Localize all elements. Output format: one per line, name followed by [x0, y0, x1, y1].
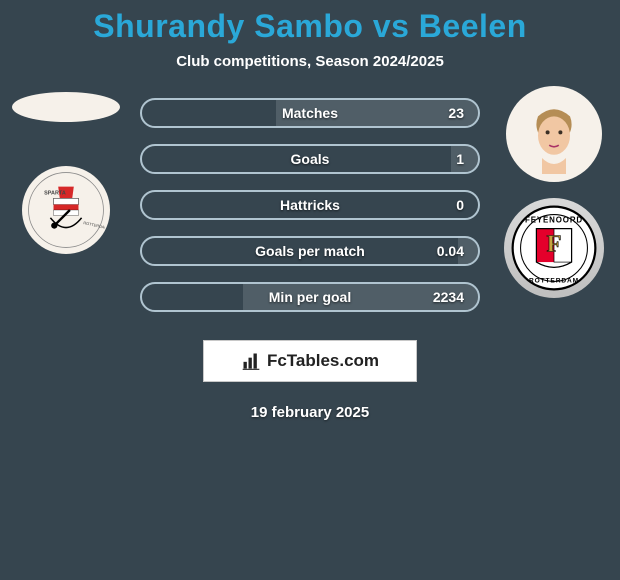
brand-label: FcTables.com	[267, 351, 379, 371]
stat-row-hattricks: Hattricks 0	[140, 190, 480, 220]
stat-row-goals-per-match: Goals per match 0.04	[140, 236, 480, 266]
right-player-avatar	[506, 86, 602, 182]
stat-value-right: 23	[448, 105, 464, 121]
stat-fill-right	[451, 146, 478, 172]
right-club-badge: FEYENOORD ROTTERDAM F	[504, 198, 604, 298]
stat-bars: Matches 23 Goals 1 Hattricks 0	[140, 98, 480, 328]
svg-text:SPARTA: SPARTA	[44, 190, 66, 196]
stat-label: Min per goal	[269, 289, 351, 305]
sparta-logo-icon: ROTTERDAM SPARTA	[27, 171, 105, 249]
page-title: Shurandy Sambo vs Beelen	[0, 8, 620, 45]
left-club-badge: ROTTERDAM SPARTA	[22, 166, 110, 254]
svg-text:FEYENOORD: FEYENOORD	[525, 215, 583, 224]
bar-chart-icon	[241, 351, 261, 371]
stat-value-right: 2234	[433, 289, 464, 305]
svg-text:F: F	[546, 231, 561, 258]
stat-row-min-per-goal: Min per goal 2234	[140, 282, 480, 312]
stat-value-right: 0.04	[437, 243, 464, 259]
stat-row-goals: Goals 1	[140, 144, 480, 174]
feyenoord-logo-icon: FEYENOORD ROTTERDAM F	[510, 204, 598, 292]
brand-box[interactable]: FcTables.com	[203, 340, 417, 382]
left-player-column: ROTTERDAM SPARTA	[6, 86, 126, 254]
stats-area: ROTTERDAM SPARTA	[0, 98, 620, 328]
subtitle: Club competitions, Season 2024/2025	[0, 53, 620, 70]
left-player-avatar	[12, 92, 120, 122]
date-label: 19 february 2025	[0, 404, 620, 421]
svg-text:ROTTERDAM: ROTTERDAM	[529, 277, 579, 284]
stat-label: Goals	[291, 151, 330, 167]
player-face-icon	[514, 94, 594, 174]
comparison-card: Shurandy Sambo vs Beelen Club competitio…	[0, 0, 620, 421]
stat-row-matches: Matches 23	[140, 98, 480, 128]
stat-label: Goals per match	[255, 243, 365, 259]
stat-value-right: 1	[456, 151, 464, 167]
stat-value-right: 0	[456, 197, 464, 213]
stat-label: Matches	[282, 105, 338, 121]
right-player-column: FEYENOORD ROTTERDAM F	[494, 86, 614, 298]
stat-label: Hattricks	[280, 197, 340, 213]
